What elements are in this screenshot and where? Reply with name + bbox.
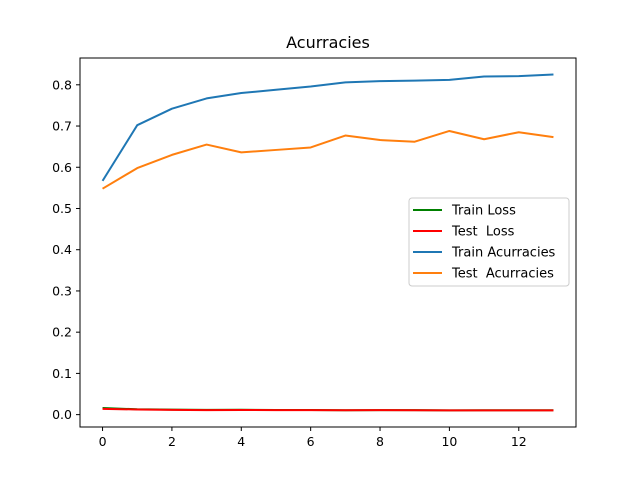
legend-label-4: Test Acurracies <box>451 267 554 282</box>
y-tick-label: 0.7 <box>52 119 72 134</box>
y-tick-label: 0.4 <box>52 242 72 257</box>
legend-label-1: Train Loss <box>451 204 516 219</box>
x-tick-label: 0 <box>99 434 107 449</box>
y-tick-label: 0.3 <box>52 283 72 298</box>
x-tick-label: 8 <box>376 434 384 449</box>
y-tick-label: 0.0 <box>52 407 72 422</box>
x-tick-label: 6 <box>307 434 315 449</box>
x-tick-label: 10 <box>441 434 457 449</box>
y-tick-label: 0.8 <box>52 77 72 92</box>
x-tick-label: 12 <box>511 434 527 449</box>
chart-title: Acurracies <box>286 33 370 52</box>
x-tick-label: 4 <box>237 434 245 449</box>
y-tick-label: 0.2 <box>52 325 72 340</box>
y-tick-label: 0.6 <box>52 160 72 175</box>
x-tick-label: 2 <box>168 434 176 449</box>
y-tick-label: 0.5 <box>52 201 72 216</box>
legend-label-3: Train Acurracies <box>451 246 556 261</box>
legend-label-2: Test Loss <box>451 225 515 240</box>
y-tick-label: 0.1 <box>52 366 72 381</box>
legend: Train Loss Test Loss Train Acurracies Test … <box>409 198 569 286</box>
